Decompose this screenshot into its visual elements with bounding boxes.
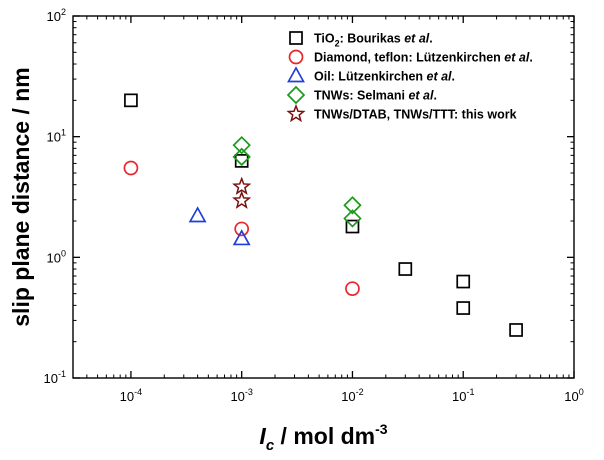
data-point-square [234,154,249,168]
legend-marker-circle [288,49,304,65]
series-star [232,176,252,209]
legend-marker-square [289,31,303,45]
x-tick-label: 10-2 [341,387,363,404]
x-tick-label: 10-3 [230,387,252,404]
data-point-square [398,262,413,276]
legend-item: TNWs: Selmani et al. [286,85,437,105]
y-tick-label: 102 [47,7,66,24]
legend-item: Diamond, teflon: Lützenkirchen et al. [288,49,533,65]
legend-marker-star [286,103,306,123]
y-axis-title: slip plane distance / nm [8,67,34,326]
legend-label: Diamond, teflon: Lützenkirchen et al. [314,51,533,65]
data-point-circle [234,221,250,237]
legend: TiO2: Bourikas et al. Diamond, teflon: Lü… [286,31,533,123]
data-point-circle [123,160,139,176]
data-point-square [124,93,138,108]
legend-item: Oil: Lützenkirchen et al. [287,66,455,84]
series-diamond [232,135,362,228]
series-square [124,93,523,337]
data-point-square [456,274,471,289]
legend-label: TNWs/DTAB, TNWs/TTT: this work [314,108,517,122]
data-point-star [232,176,252,195]
data-point-diamond [232,135,251,155]
legend-item: TNWs/DTAB, TNWs/TTT: this work [286,103,517,123]
y-tick-label: 10-1 [44,369,66,386]
legend-marker-triangle [287,66,305,83]
data-point-square [456,301,471,315]
legend-marker-diamond [286,85,306,105]
data-points [123,93,523,337]
series-triangle [188,206,251,246]
data-point-diamond [343,209,362,228]
x-tick-label: 10-4 [120,387,142,404]
data-point-square [509,323,523,337]
data-point-triangle [188,206,207,223]
x-tick-label: 10-1 [452,387,474,404]
legend-label: TNWs: Selmani et al. [314,89,437,103]
y-tick-label: 101 [47,128,66,145]
data-point-circle [345,281,360,297]
series-circle [123,160,360,297]
x-tick-label: 100 [564,387,583,404]
legend-label: Oil: Lützenkirchen et al. [314,70,455,84]
data-point-square [345,219,360,234]
x-axis-title: Ic / mol dm-3 [259,421,387,454]
data-point-star [232,190,252,209]
y-tick-label: 100 [47,248,66,265]
data-point-triangle [232,229,251,246]
data-point-diamond [343,196,362,215]
legend-label: TiO2: Bourikas et al. [314,32,433,49]
data-point-diamond [232,147,251,167]
tick-labels: 10-4 10-3 10-2 10-1 100 10-1 100 101 102 [44,7,584,404]
legend-item: TiO2: Bourikas et al. [289,31,433,49]
plot-frame [72,15,575,379]
